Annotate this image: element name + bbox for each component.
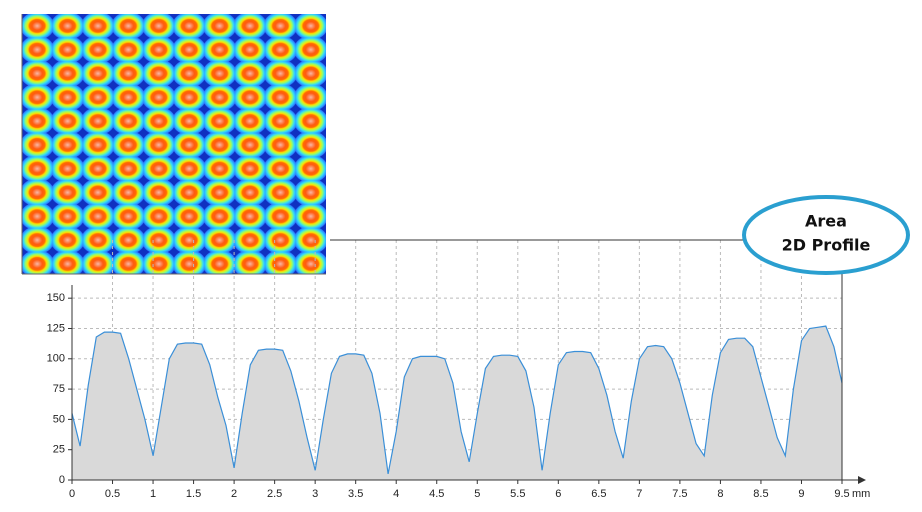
y-tick-label: 50 (53, 413, 65, 425)
x-unit-label: mm (852, 488, 870, 500)
x-tick-label: 7 (636, 488, 642, 500)
x-tick-label: 5 (474, 488, 480, 500)
x-axis-arrow (858, 476, 866, 484)
x-tick-label: 1.5 (186, 488, 201, 500)
callout-text: Area (805, 212, 847, 231)
x-tick-label: 9 (798, 488, 804, 500)
heatmap-image (22, 14, 326, 274)
y-tick-label: 0 (59, 474, 65, 486)
y-tick-label: 75 (53, 383, 65, 395)
x-tick-label: 3 (312, 488, 318, 500)
y-tick-label: 125 (47, 322, 65, 334)
x-tick-label: 4 (393, 488, 399, 500)
x-tick-label: 4.5 (429, 488, 444, 500)
x-tick-label: 6.5 (591, 488, 606, 500)
x-tick-label: 6 (555, 488, 561, 500)
callout-ellipse (742, 195, 910, 275)
y-tick-label: 100 (47, 353, 65, 365)
x-tick-label: 8 (717, 488, 723, 500)
x-tick-label: 3.5 (348, 488, 363, 500)
area-fill (72, 326, 842, 480)
x-tick-label: 0 (69, 488, 75, 500)
x-tick-label: 1 (150, 488, 156, 500)
callout-text: 2D Profile (782, 236, 871, 255)
x-tick-label: 5.5 (510, 488, 525, 500)
x-tick-label: 8.5 (753, 488, 768, 500)
x-tick-label: 2.5 (267, 488, 282, 500)
y-tick-label: 25 (53, 444, 65, 456)
x-tick-label: 9.5 (834, 488, 849, 500)
x-tick-label: 0.5 (105, 488, 120, 500)
callout: Area 2D Profile (742, 195, 910, 275)
profile-chart: 0 25 50 75 100 125 150 0 0.5 1 1.5 2 2.5 3 3.5 4 4.5 5 5.5… (47, 239, 870, 500)
x-tick-label: 7.5 (672, 488, 687, 500)
x-tick-label: 2 (231, 488, 237, 500)
y-tick-label: 150 (47, 292, 65, 304)
heatmap (21, 14, 326, 275)
profile-line (71, 325, 843, 475)
